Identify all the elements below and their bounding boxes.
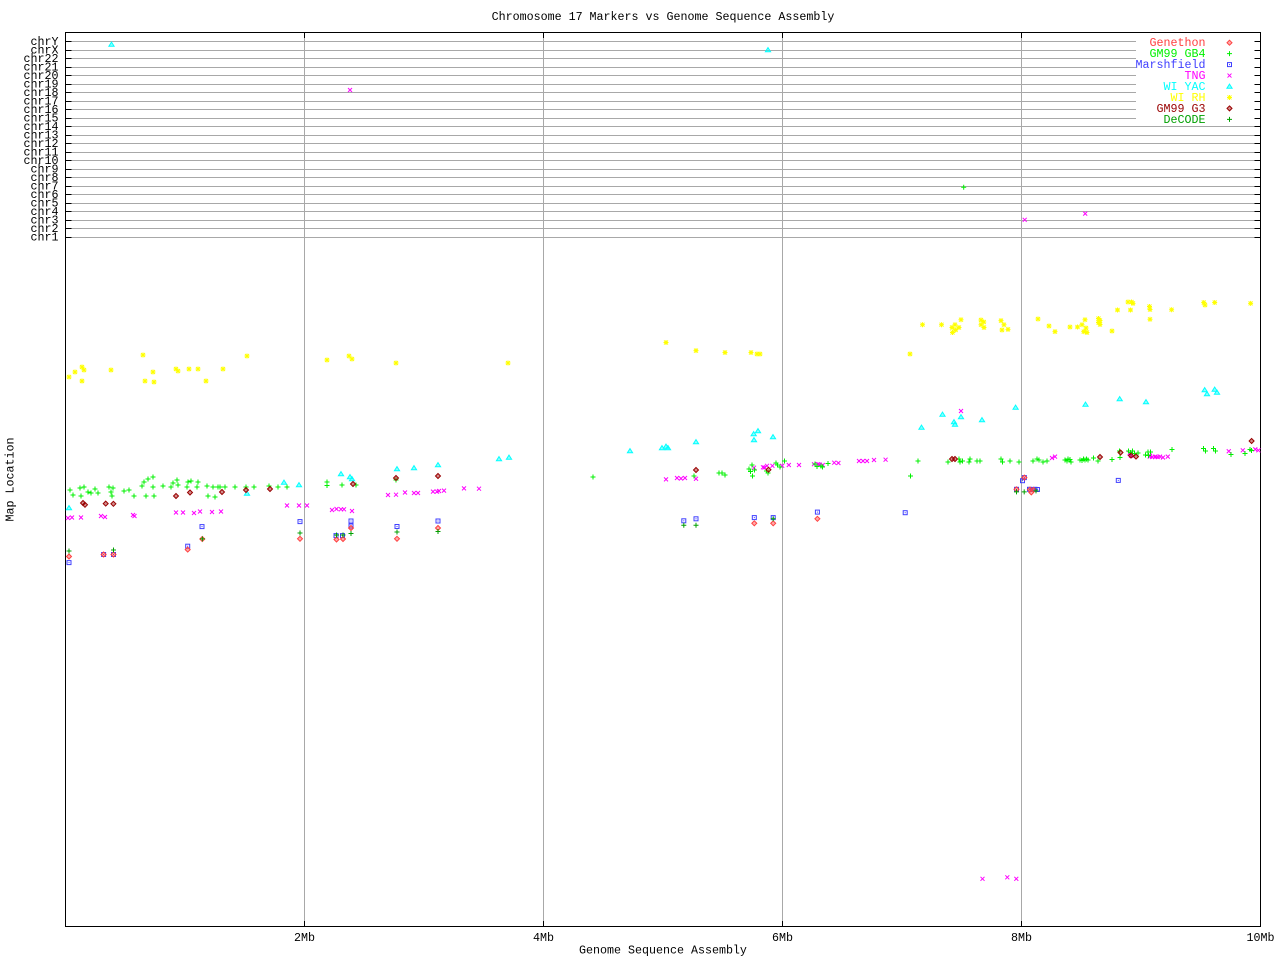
- svg-text:chr10: chr10: [24, 154, 59, 168]
- svg-text:chr11: chr11: [24, 145, 59, 159]
- svg-text:Chromosome 17 Markers vs Genom: Chromosome 17 Markers vs Genome Sequence…: [492, 10, 835, 24]
- svg-text:8Mb: 8Mb: [1011, 931, 1032, 945]
- svg-text:Genethon: Genethon: [1150, 36, 1206, 50]
- svg-text:Map Location: Map Location: [4, 438, 18, 522]
- svg-text:chr4: chr4: [31, 205, 59, 219]
- svg-text:Marshfield: Marshfield: [1136, 58, 1206, 72]
- svg-text:chr2: chr2: [31, 222, 59, 236]
- svg-text:chr5: chr5: [31, 196, 59, 210]
- svg-text:chr3: chr3: [31, 213, 59, 227]
- svg-text:2Mb: 2Mb: [294, 931, 315, 945]
- svg-text:WI RH: WI RH: [1171, 91, 1206, 105]
- svg-text:chr16: chr16: [24, 103, 59, 117]
- svg-text:WI YAC: WI YAC: [1164, 80, 1206, 94]
- svg-text:chr1: chr1: [31, 230, 59, 244]
- svg-text:chr14: chr14: [24, 120, 59, 134]
- svg-text:chr18: chr18: [24, 86, 59, 100]
- svg-text:chr6: chr6: [31, 188, 59, 202]
- svg-text:chr9: chr9: [31, 162, 59, 176]
- svg-text:GM99 G3: GM99 G3: [1157, 102, 1206, 116]
- svg-text:chrX: chrX: [31, 43, 59, 57]
- svg-text:chr8: chr8: [31, 171, 59, 185]
- svg-text:chr21: chr21: [24, 60, 59, 74]
- svg-text:chr17: chr17: [24, 94, 59, 108]
- svg-text:chr13: chr13: [24, 128, 59, 142]
- svg-text:6Mb: 6Mb: [772, 931, 793, 945]
- svg-text:chr12: chr12: [24, 137, 59, 151]
- svg-text:Genome Sequence Assembly: Genome Sequence Assembly: [579, 944, 747, 958]
- svg-text:TNG: TNG: [1185, 69, 1206, 83]
- svg-text:chrY: chrY: [31, 35, 59, 49]
- svg-text:chr20: chr20: [24, 69, 59, 83]
- svg-text:4Mb: 4Mb: [533, 931, 554, 945]
- svg-text:DeCODE: DeCODE: [1164, 113, 1206, 127]
- svg-text:chr7: chr7: [31, 179, 59, 193]
- svg-text:GM99 GB4: GM99 GB4: [1150, 47, 1206, 61]
- svg-text:10Mb: 10Mb: [1247, 931, 1275, 945]
- svg-text:chr22: chr22: [24, 52, 59, 66]
- svg-text:chr15: chr15: [24, 111, 59, 125]
- svg-text:chr19: chr19: [24, 77, 59, 91]
